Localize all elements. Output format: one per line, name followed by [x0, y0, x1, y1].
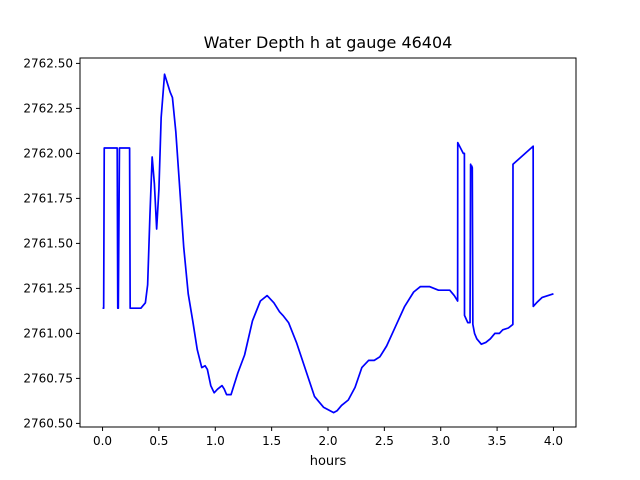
x-tick-label: 4.0	[544, 434, 563, 448]
y-tick-label: 2760.50	[23, 416, 73, 430]
x-tick-label: 3.0	[431, 434, 450, 448]
x-tick-label: 2.0	[318, 434, 337, 448]
y-tick-label: 2761.75	[23, 191, 73, 205]
y-tick-label: 2761.50	[23, 236, 73, 250]
y-tick-label: 2762.25	[23, 101, 73, 115]
x-tick-label: 2.5	[375, 434, 394, 448]
y-tick-label: 2761.25	[23, 281, 73, 295]
series-layer	[102, 73, 554, 414]
y-tick-label: 2762.00	[23, 146, 73, 160]
chart-title: Water Depth h at gauge 46404	[203, 33, 453, 52]
y-tick-label: 2761.00	[23, 326, 73, 340]
x-tick-label: 3.5	[488, 434, 507, 448]
series-line	[102, 73, 554, 414]
x-axis: 0.0 0.5 1.0 1.5 2.0 2.5 3.0 3.5 4.0	[93, 427, 563, 448]
plot-frame	[79, 57, 577, 428]
x-axis-label: hours	[309, 454, 347, 469]
x-tick-label: 1.0	[206, 434, 225, 448]
y-tick-label: 2762.50	[23, 56, 73, 70]
x-tick-label: 0.0	[93, 434, 112, 448]
y-axis: 2760.50 2760.75 2761.00 2761.25 2761.50 2761.…	[23, 56, 80, 430]
x-tick-label: 1.5	[262, 434, 281, 448]
y-tick-label: 2760.75	[23, 371, 73, 385]
x-tick-label: 0.5	[149, 434, 168, 448]
